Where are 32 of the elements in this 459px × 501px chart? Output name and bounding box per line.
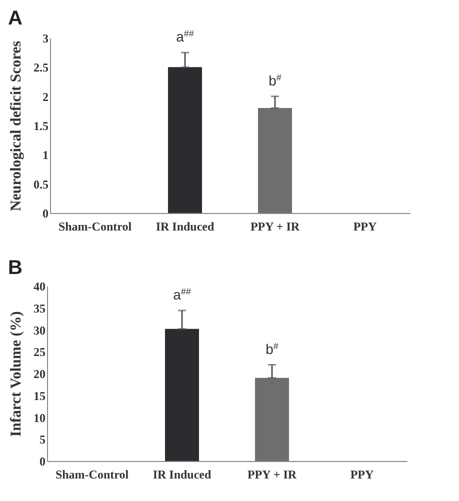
y-tick-label: 40 — [34, 280, 46, 294]
y-tick-label: 2.5 — [34, 60, 48, 75]
y-tick-label: 1 — [42, 148, 48, 162]
y-tick-label: 0 — [40, 454, 46, 468]
x-tick-label: Sham-Control — [58, 220, 132, 234]
x-tick-label: IR Induced — [156, 220, 214, 234]
y-axis-title: Infarct Volume (%) — [8, 311, 24, 437]
y-tick-label: 5 — [40, 432, 46, 447]
x-tick-label: IR Induced — [152, 468, 212, 482]
y-tick-label: 3 — [42, 32, 48, 46]
annotation: b$^{#}$ — [268, 72, 282, 88]
annotation: a$^{##}$ — [173, 286, 191, 302]
y-tick-label: 0 — [42, 206, 48, 220]
y-tick-label: 0.5 — [34, 177, 48, 192]
y-tick-label: 30 — [34, 323, 46, 338]
x-tick-label: PPY — [353, 220, 377, 234]
y-tick-label: 20 — [34, 367, 46, 381]
y-tick-label: 10 — [34, 410, 46, 425]
y-tick-label: 25 — [34, 345, 46, 360]
x-tick-label: Sham-Control — [55, 468, 130, 482]
y-tick-label: 15 — [34, 388, 46, 403]
y-axis-title: Neurological deficit Scores — [8, 40, 24, 212]
x-tick-label: PPY + IR — [247, 468, 297, 482]
y-tick-label: 35 — [34, 301, 46, 316]
annotation: b$^{#}$ — [266, 340, 278, 357]
y-tick-label: 2 — [42, 90, 48, 104]
annotation: a$^{##}$ — [176, 28, 194, 45]
chart-title: A — [8, 8, 22, 30]
y-tick-label: 1.5 — [34, 119, 48, 133]
x-tick-label: PPY + IR — [250, 220, 300, 234]
x-tick-label: PPY — [350, 468, 374, 482]
chart-title: B — [8, 257, 22, 279]
